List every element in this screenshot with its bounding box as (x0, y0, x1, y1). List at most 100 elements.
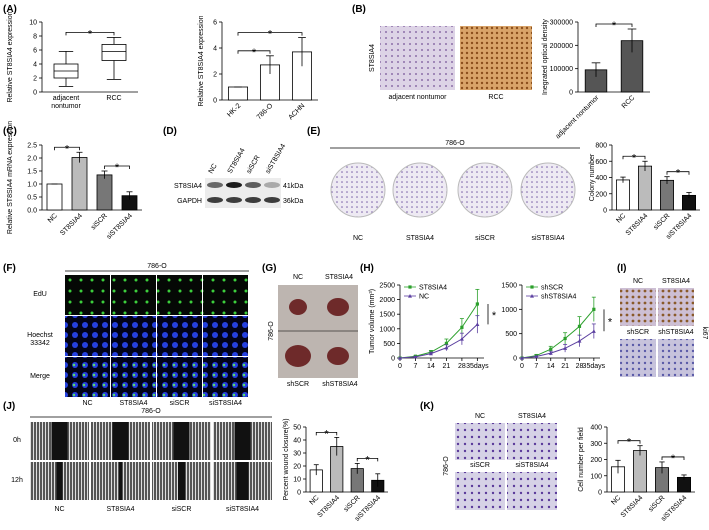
significance-label: * (671, 453, 676, 465)
y-tick-label: 0 (569, 90, 573, 97)
x-tick-label: 35days (583, 363, 606, 370)
panel-letter: (E) (307, 126, 320, 137)
fluorescence-image (203, 316, 248, 356)
ihc-image (658, 288, 694, 326)
y-tick-label: 8 (33, 34, 37, 41)
cell-line-label: 786-O (147, 263, 167, 270)
panel-letter: (I) (617, 263, 626, 274)
significance-bracket (65, 32, 115, 36)
marker (591, 329, 596, 333)
x-tick-label: RCC (621, 94, 637, 110)
label: ST8SIA4 (661, 278, 690, 285)
y-tick-label: 0 (213, 98, 217, 105)
significance-label: * (676, 168, 681, 180)
y-tick-label: 100000 (550, 66, 573, 73)
x-tick-label: NC (610, 494, 622, 506)
column-label: siSCR (171, 506, 192, 513)
y-tick-label: 1000 (501, 307, 517, 314)
x-tick-label: 0 (520, 363, 524, 370)
row-label: Merge (30, 373, 50, 380)
y-tick-label: 40 (293, 438, 301, 445)
y-tick-label: 10 (29, 20, 37, 27)
x-tick-label: ST8SIA4 (620, 494, 645, 519)
y-tick-label: 20 (293, 464, 301, 471)
band (207, 197, 223, 203)
tumor (289, 299, 307, 315)
wound-gap (51, 422, 68, 460)
bar (660, 179, 675, 211)
x-tick-label: siSCR (343, 494, 362, 513)
y-tick-label: 400 (590, 425, 602, 432)
panel-letter: (B) (352, 4, 366, 15)
tumor (327, 298, 349, 316)
colony-dish (520, 162, 576, 218)
fluorescence-image (203, 357, 248, 397)
marker (475, 302, 479, 306)
column-label: NC (82, 400, 93, 407)
tumor (327, 347, 349, 365)
x-tick-label: ACHN (287, 102, 306, 121)
significance-label: * (252, 47, 257, 59)
band (245, 197, 261, 203)
series-line (521, 309, 595, 359)
marker (548, 351, 553, 355)
significance-bracket (622, 155, 646, 160)
y-tick-label: 2.0 (27, 156, 37, 163)
ihc-image (620, 288, 656, 326)
marker (444, 341, 449, 345)
wound-gap (56, 462, 63, 500)
cell-line-label: 786-O (268, 321, 275, 341)
panel-letter: (F) (3, 263, 16, 274)
significance-label: * (88, 28, 93, 40)
x-tick-label: 0 (398, 363, 402, 370)
y-tick-label: 1500 (379, 312, 395, 319)
y-tick-label: 4 (213, 46, 217, 53)
ihc-image (460, 26, 532, 90)
significance-label: * (115, 162, 120, 174)
cell-line-label: 786-O (443, 456, 450, 476)
wound-gap (236, 462, 249, 500)
x-tick-label: NC (615, 212, 627, 224)
column-label: siSCR (169, 400, 190, 407)
x-tick-label: ST8SIA4 (625, 212, 650, 237)
x-tick-label: 35days (466, 363, 489, 370)
y-tick-label: 500 (505, 331, 517, 338)
y-tick-label: 1500 (501, 283, 517, 290)
legend-marker (530, 294, 534, 298)
label: NC (292, 274, 304, 281)
x-tick-label: siSCR (647, 494, 666, 513)
label: NC (632, 278, 644, 285)
row-label: 12h (11, 477, 23, 484)
y-tick-label: 2.5 (27, 143, 37, 150)
y-tick-label: 100 (590, 473, 602, 480)
significance-bracket (356, 458, 379, 462)
band (245, 182, 261, 188)
ihc-image (658, 339, 694, 377)
y-tick-label: 1.0 (27, 182, 37, 189)
significance-label: * (65, 143, 70, 155)
significance-bracket (617, 440, 641, 444)
fluorescence-image (111, 316, 156, 356)
band (264, 197, 280, 203)
fluorescence-image (111, 275, 156, 315)
label: ST8SIA4 (324, 274, 353, 281)
y-tick-label: 0 (598, 490, 602, 497)
x-tick-label: siST8SIA4 (106, 212, 134, 240)
label: shST8SIA4 (658, 329, 694, 336)
band (226, 182, 242, 188)
caption: RCC (488, 94, 504, 101)
y-tick-label: 6 (33, 48, 37, 55)
y-tick-label: 600 (595, 159, 607, 166)
x-tick-label: NC (47, 212, 59, 224)
marker (563, 346, 568, 350)
y-tick-label: 2000 (379, 297, 395, 304)
bar (96, 174, 113, 211)
x-tick-label: 14 (547, 363, 555, 370)
significance-bracket (595, 23, 633, 27)
significance-label: * (268, 29, 273, 41)
bar (71, 157, 88, 211)
x-tick-label: 786-O (256, 102, 275, 121)
y-tick-label: 10 (293, 477, 301, 484)
